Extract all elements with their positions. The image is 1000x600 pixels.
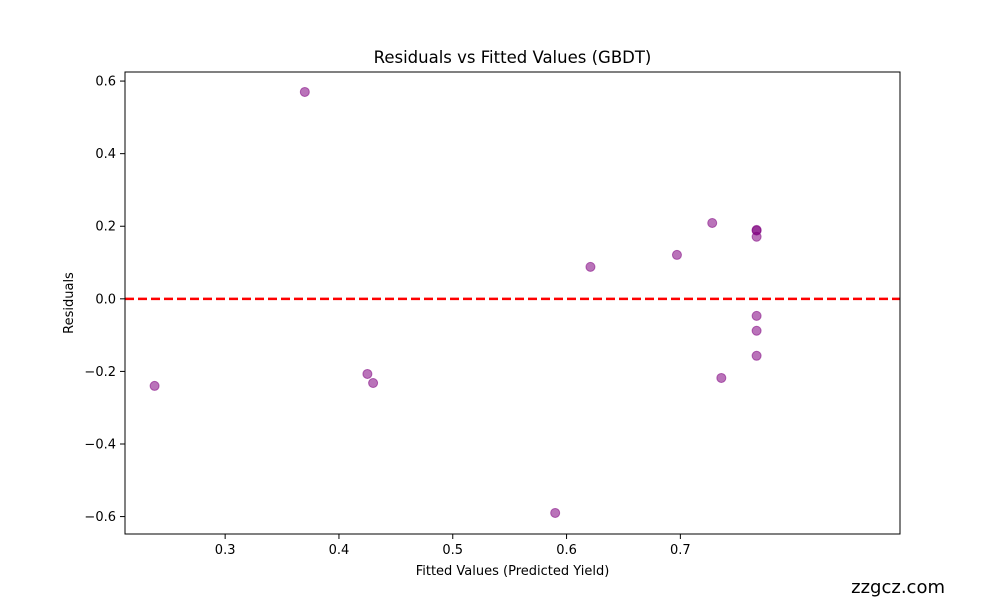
y-tick-label: −0.6 xyxy=(84,510,116,525)
x-tick-label: 0.3 xyxy=(215,543,236,558)
y-tick-label: −0.4 xyxy=(84,437,116,452)
data-point xyxy=(550,507,561,518)
y-tick-label: 0.4 xyxy=(95,147,116,162)
data-point xyxy=(751,350,762,361)
data-point xyxy=(368,378,379,389)
data-point xyxy=(751,325,762,336)
data-point xyxy=(149,380,160,391)
y-axis-label: Residuals xyxy=(62,272,77,334)
watermark-text: zzgcz.com xyxy=(851,577,945,598)
data-point xyxy=(707,217,718,228)
data-point xyxy=(751,310,762,321)
x-tick-label: 0.4 xyxy=(329,543,350,558)
y-tick-label: 0.2 xyxy=(95,220,116,235)
x-tick-label: 0.6 xyxy=(556,543,577,558)
x-axis-label: Fitted Values (Predicted Yield) xyxy=(416,564,610,579)
x-tick-label: 0.5 xyxy=(442,543,463,558)
data-point xyxy=(362,368,373,379)
data-point xyxy=(299,86,310,97)
y-tick-label: 0.6 xyxy=(95,75,116,90)
data-point xyxy=(716,372,727,383)
y-tick-label: 0.0 xyxy=(95,292,116,307)
chart-title: Residuals vs Fitted Values (GBDT) xyxy=(374,48,652,67)
data-point xyxy=(671,249,682,260)
x-tick-label: 0.7 xyxy=(670,543,691,558)
y-tick-label: −0.2 xyxy=(84,365,116,380)
plot-frame xyxy=(124,71,901,535)
data-point xyxy=(585,261,596,272)
data-point xyxy=(751,231,762,242)
